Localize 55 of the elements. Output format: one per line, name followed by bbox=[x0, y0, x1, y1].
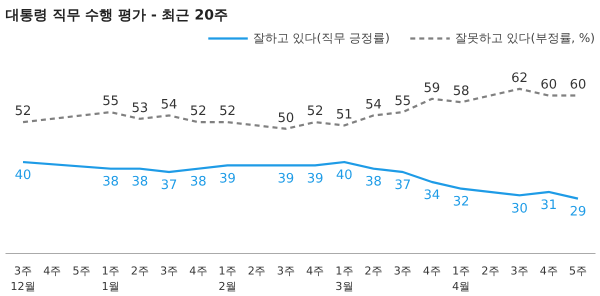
data-label: 38 bbox=[365, 174, 382, 190]
data-label: 31 bbox=[540, 198, 558, 213]
data-label: 58 bbox=[452, 84, 470, 100]
data-label: 52 bbox=[306, 104, 324, 120]
data-label: 37 bbox=[394, 178, 412, 194]
chart-title: 대통령 직무 수행 평가 - 최근 20주 bbox=[6, 8, 228, 24]
x-tick-label: 3주 bbox=[510, 264, 529, 278]
data-label: 32 bbox=[452, 194, 470, 210]
x-tick-label: 4주 bbox=[43, 264, 62, 278]
data-label: 50 bbox=[278, 110, 294, 126]
data-label: 60 bbox=[570, 78, 586, 93]
data-label: 55 bbox=[394, 94, 412, 110]
data-label: 29 bbox=[570, 204, 586, 220]
data-label: 37 bbox=[160, 178, 178, 194]
data-label: 52 bbox=[219, 104, 236, 120]
x-tick-label: 3주 bbox=[276, 264, 295, 278]
data-label: 39 bbox=[306, 171, 324, 186]
data-label: 40 bbox=[336, 168, 353, 184]
x-tick-label: 3주 bbox=[160, 264, 178, 278]
data-label: 62 bbox=[511, 70, 528, 86]
x-tick-label: 2주 bbox=[481, 264, 500, 278]
legend-label: 잘하고 있다(직무 긍정률) bbox=[252, 30, 390, 46]
data-label: 30 bbox=[511, 201, 528, 216]
x-tick-label: 4주 bbox=[540, 264, 558, 278]
data-label: 55 bbox=[102, 94, 119, 110]
x-tick-label: 4주 bbox=[189, 264, 208, 278]
x-tick-label: 3주 bbox=[394, 264, 412, 278]
data-label: 60 bbox=[540, 78, 558, 93]
x-tick-label: 1주 1월 bbox=[102, 264, 120, 294]
data-label: 39 bbox=[278, 171, 294, 186]
x-tick-label: 1주 3월 bbox=[335, 264, 354, 294]
legend-label: 잘못하고 있다(부정률, %) bbox=[454, 30, 595, 46]
x-tick-label: 2주 bbox=[364, 264, 383, 278]
x-tick-label: 2주 bbox=[248, 264, 266, 278]
data-label: 52 bbox=[14, 104, 32, 120]
data-label: 39 bbox=[219, 171, 236, 186]
data-label: 38 bbox=[190, 174, 207, 190]
x-tick-label: 4주 bbox=[422, 264, 441, 278]
data-label: 59 bbox=[424, 80, 440, 96]
data-label: 52 bbox=[190, 104, 207, 120]
data-label: 54 bbox=[160, 97, 178, 112]
x-tick-label: 5주 bbox=[568, 264, 587, 278]
data-label: 38 bbox=[102, 174, 119, 190]
x-tick-label: 4주 bbox=[306, 264, 324, 278]
data-label: 38 bbox=[132, 174, 148, 190]
data-label: 53 bbox=[132, 100, 148, 116]
x-tick-label: 1주 4월 bbox=[452, 264, 470, 294]
x-tick-label: 2주 bbox=[130, 264, 149, 278]
x-tick-label: 1주 2월 bbox=[218, 264, 236, 294]
x-tick-label: 3주 12월 bbox=[10, 264, 36, 294]
data-label: 34 bbox=[424, 188, 440, 203]
data-label: 54 bbox=[365, 97, 382, 112]
data-label: 40 bbox=[14, 168, 32, 184]
data-label: 51 bbox=[336, 107, 353, 122]
x-tick-label: 5주 bbox=[72, 264, 90, 278]
